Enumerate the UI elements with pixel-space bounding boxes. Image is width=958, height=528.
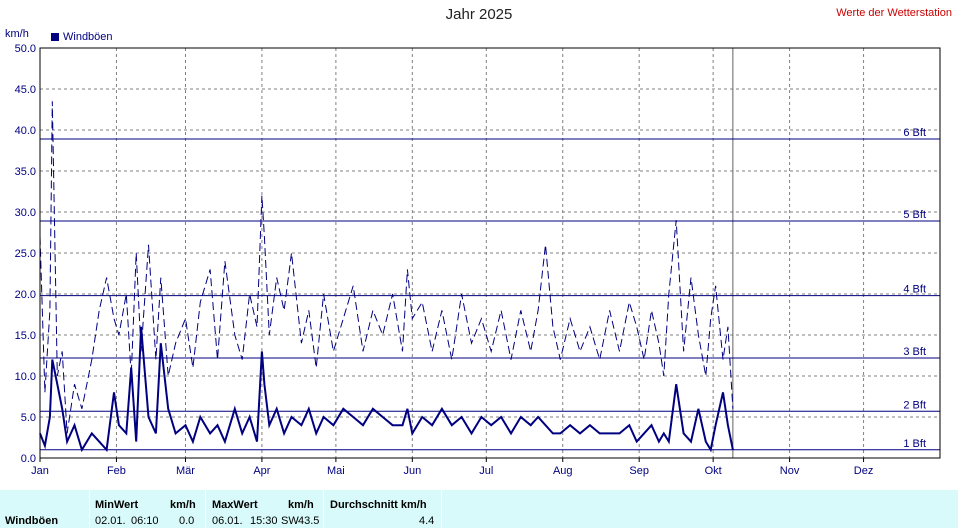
y-tick-label: 20.0 <box>15 289 36 301</box>
y-tick-label: 35.0 <box>15 166 36 178</box>
avg-value: 4.4 <box>419 515 435 527</box>
x-tick-label: Okt <box>705 465 722 477</box>
x-tick-label: Dez <box>854 465 874 477</box>
statistics-footer: Windböen MinWert km/h 02.01. 06:10 0.0 M… <box>0 490 958 528</box>
max-value: 43.5 <box>298 515 320 527</box>
min-header: MinWert <box>95 499 139 511</box>
max-time: 15:30 <box>250 515 278 527</box>
x-tick-label: Sep <box>629 465 649 477</box>
x-tick-label: Mai <box>327 465 345 477</box>
max-header: MaxWert <box>212 499 258 511</box>
x-tick-label: Nov <box>780 465 800 477</box>
station-values-label: Werte der Wetterstation <box>836 7 952 19</box>
legend-label: Windböen <box>63 31 113 43</box>
x-tick-label: Jun <box>403 465 421 477</box>
y-tick-label: 0.0 <box>21 453 36 465</box>
min-date: 02.01. <box>95 515 126 527</box>
y-tick-label: 10.0 <box>15 371 36 383</box>
beaufort-label: 5 Bft <box>903 209 926 221</box>
gust-mean-series-line <box>39 326 734 453</box>
y-tick-label: 40.0 <box>15 125 36 137</box>
max-date: 06.01. <box>212 515 243 527</box>
footer-row-label: Windböen <box>5 515 59 527</box>
min-value: 0.0 <box>179 515 195 527</box>
min-time: 06:10 <box>131 515 159 527</box>
footer-divider <box>89 490 90 528</box>
min-unit: km/h <box>170 499 196 511</box>
y-tick-label: 5.0 <box>21 412 36 424</box>
max-unit: km/h <box>288 499 314 511</box>
beaufort-label: 6 Bft <box>903 127 926 139</box>
max-direction: SW <box>281 515 299 527</box>
footer-divider <box>323 490 324 528</box>
footer-divider <box>205 490 206 528</box>
plot-frame <box>39 47 941 459</box>
x-tick-label: Apr <box>253 465 270 477</box>
x-tick-label: Aug <box>553 465 573 477</box>
y-tick-label: 45.0 <box>15 84 36 96</box>
x-tick-label: Jul <box>479 465 493 477</box>
x-tick-label: Jan <box>31 465 49 477</box>
gust-max-series-line <box>39 101 734 434</box>
beaufort-label: 3 Bft <box>903 346 926 358</box>
x-tick-label: Mär <box>176 465 195 477</box>
beaufort-label: 4 Bft <box>903 284 926 296</box>
y-tick-label: 50.0 <box>15 43 36 55</box>
y-axis-unit-label: km/h <box>5 28 29 40</box>
beaufort-label: 2 Bft <box>903 399 926 411</box>
legend-swatch <box>51 33 59 41</box>
y-tick-label: 15.0 <box>15 330 36 342</box>
y-tick-label: 25.0 <box>15 248 36 260</box>
wind-gust-chart: 0.0 5.0 10.0 15.0 20.0 25.0 30.0 35.0 40.0 45.0 50… <box>15 43 941 477</box>
y-tick-label: 30.0 <box>15 207 36 219</box>
avg-header: Durchschnitt km/h <box>330 499 427 511</box>
chart-legend: Windböen <box>51 31 113 43</box>
beaufort-label: 1 Bft <box>903 438 926 450</box>
x-tick-label: Feb <box>107 465 126 477</box>
footer-divider <box>441 490 442 528</box>
chart-title: Jahr 2025 <box>445 6 513 23</box>
